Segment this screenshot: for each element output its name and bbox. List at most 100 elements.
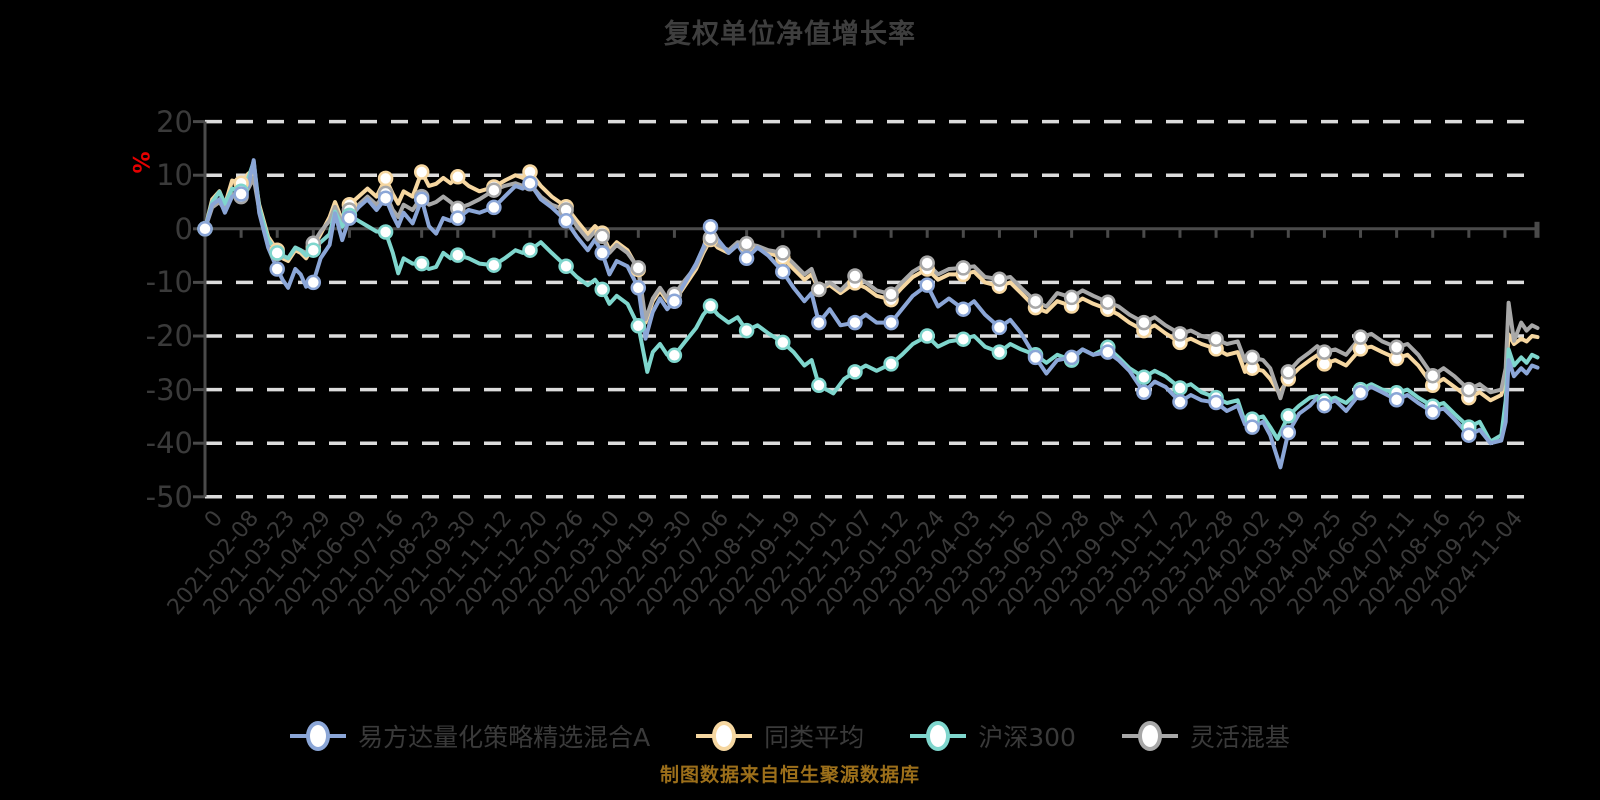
data-point-marker [775,263,791,280]
legend-item-4[interactable]: 灵活混基 [1121,718,1290,754]
data-point-marker [666,293,683,309]
data-point-marker [955,331,972,347]
data-point-marker [558,258,574,275]
data-point-marker [377,224,394,240]
data-point-marker [630,260,647,276]
data-point-marker [486,257,502,273]
data-point-marker [1461,427,1477,443]
data-point-marker [594,228,610,245]
data-point-marker [991,271,1008,287]
data-point-marker [522,175,538,191]
data-point-marker [919,255,935,271]
legend-label: 沪深300 [978,723,1076,752]
data-point-marker [811,314,827,331]
legend-label: 同类平均 [764,723,865,752]
legend-item-1[interactable]: 易方达量化策略精选混合A [290,718,650,754]
data-point-marker [1100,294,1116,310]
data-point-marker [847,364,863,380]
data-point-marker [1136,314,1152,331]
data-point-marker [1280,408,1297,424]
data-point-marker [1027,349,1044,366]
data-point-marker [811,377,827,394]
data-point-marker [738,322,755,339]
axes [203,121,1540,497]
series-lines [203,158,1540,470]
data-point-marker [594,245,610,261]
data-point-marker [522,242,538,258]
data-point-marker [1063,289,1080,306]
data-point-marker [883,356,899,372]
y-tick-label: 20 [156,104,193,139]
data-point-marker [1063,349,1080,366]
legend-item-2[interactable]: 同类平均 [696,718,864,754]
data-point-marker [1208,394,1224,411]
data-point-marker [847,314,863,331]
gridlines [193,119,1537,499]
data-point-marker [883,286,899,302]
y-tick-label: -50 [145,479,193,514]
data-point-marker [919,277,935,293]
data-point-marker [269,261,285,277]
data-point-marker [1208,331,1224,347]
data-point-marker [486,182,502,198]
data-point-marker [269,245,285,261]
data-point-marker [1244,419,1260,435]
data-point-marker [847,268,863,284]
data-point-marker [305,242,322,258]
data-point-marker [413,255,430,272]
series-line-1 [203,167,1540,403]
y-tick-label: -20 [145,319,193,353]
data-point-marker [341,210,358,226]
data-point-marker [594,281,610,298]
data-point-marker [1136,384,1152,401]
data-point-marker [413,191,430,208]
data-point-marker [1172,326,1188,342]
data-point-marker [450,247,466,263]
data-point-marker [377,190,394,206]
data-point-marker [1172,394,1188,410]
data-point-marker [1424,367,1441,384]
data-point-marker [1461,381,1477,398]
data-point-marker [738,236,755,252]
data-source-caption: 制图数据来自恒生聚源数据库 [659,764,920,786]
data-point-marker [955,301,972,317]
legend-label: 易方达量化策略精选混合A [358,723,651,752]
y-tick-label: -40 [145,426,193,461]
data-point-marker [305,274,322,291]
data-point-marker [666,347,683,364]
chart-title: 复权单位净值增长率 [664,19,916,50]
data-point-marker [1100,344,1116,360]
data-point-marker [1316,344,1333,360]
data-point-marker [1388,339,1405,356]
series-line-3 [203,175,1540,401]
data-point-marker [1388,392,1405,408]
y-tick-label: 0 [174,211,193,246]
data-point-marker [630,318,647,334]
legend-item-3[interactable]: 沪深300 [910,718,1076,754]
series-line-2 [203,159,1540,444]
data-point-marker [197,221,213,237]
data-point-marker [738,250,755,267]
legend-marker-icon [696,719,753,753]
data-point-marker [775,245,791,261]
y-tick-label: 10 [156,158,193,193]
data-point-marker [883,314,899,331]
data-point-marker [775,334,791,351]
data-point-marker [558,213,574,229]
legend-marker-icon [1121,719,1178,753]
data-point-marker [702,298,719,314]
data-point-marker [1352,329,1369,345]
data-point-marker [955,260,972,276]
data-point-marker [991,344,1008,360]
data-point-marker [413,164,430,180]
data-point-marker [811,281,827,298]
series-line-0 [203,158,1540,470]
legend-label: 灵活混基 [1189,723,1290,752]
data-point-marker [450,210,466,226]
legend: 易方达量化策略精选混合A 同类平均 沪深300 灵活混基 [0,718,1580,754]
data-point-marker [486,199,502,216]
data-point-marker [991,319,1008,336]
data-point-marker [1280,364,1297,380]
